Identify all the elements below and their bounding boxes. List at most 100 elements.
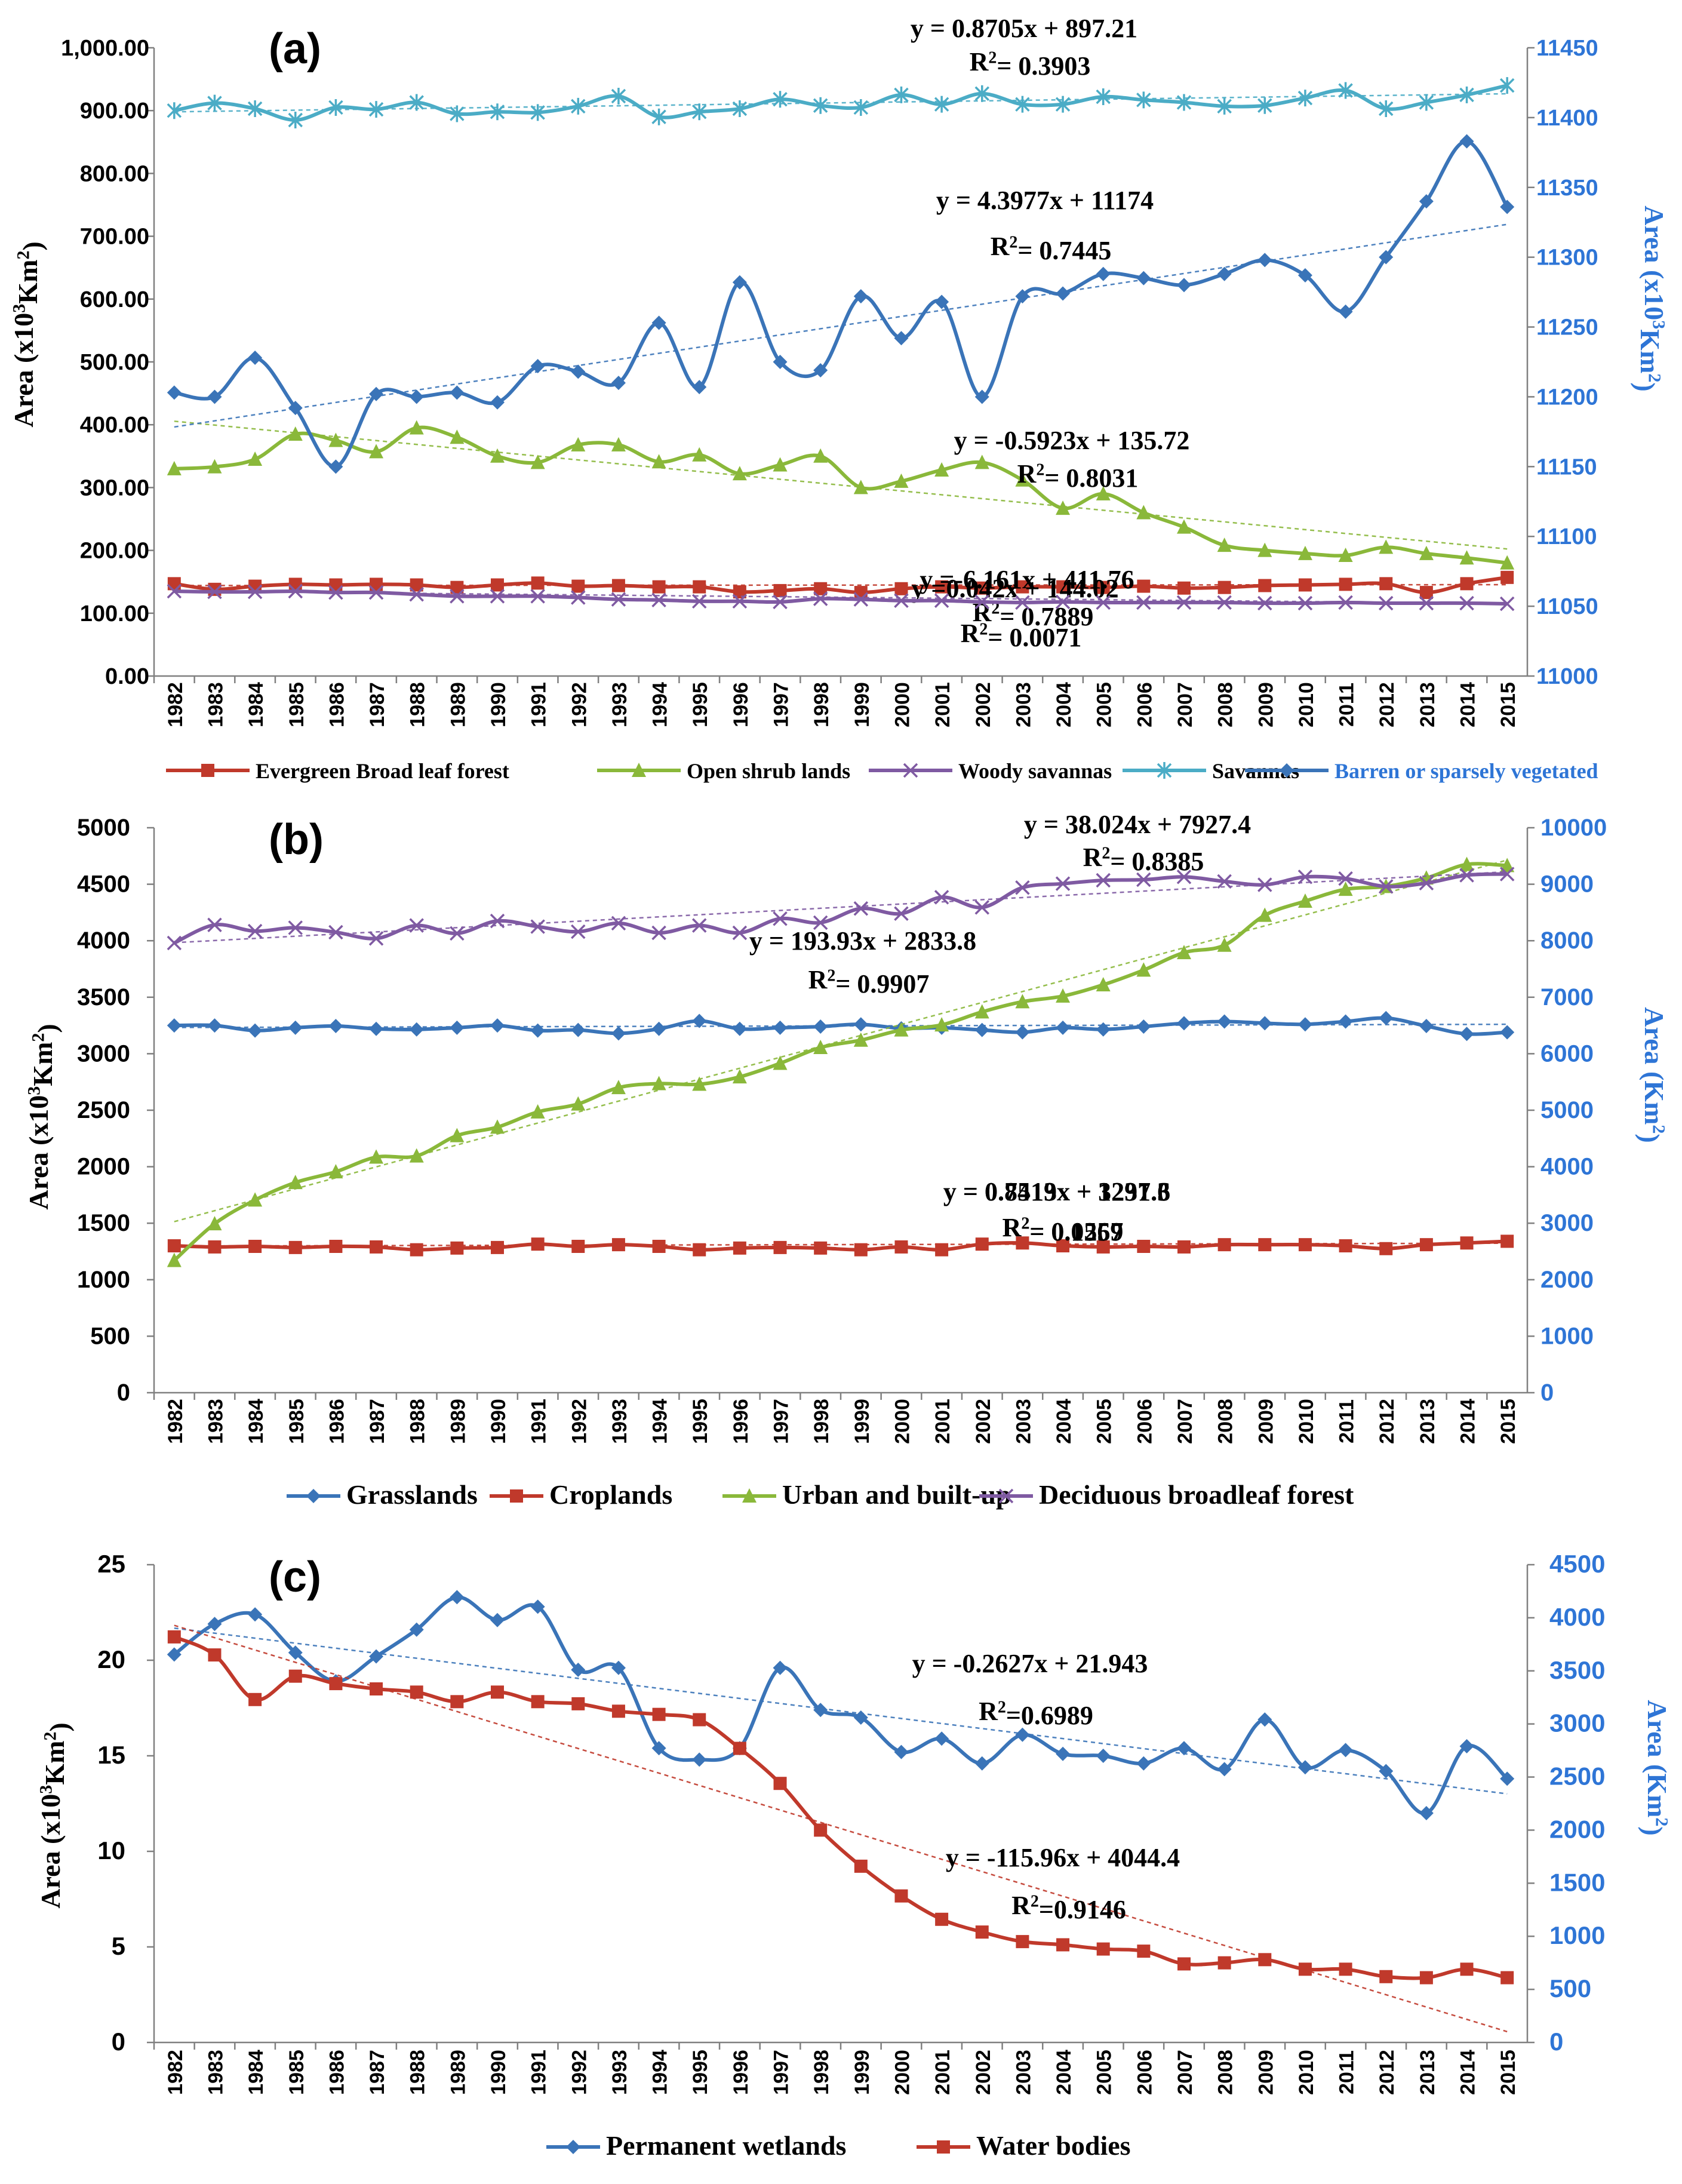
x-tick-label: 1987 [366, 682, 389, 727]
data-point [207, 1617, 222, 1632]
x-tick-label: 1998 [810, 682, 833, 727]
left-tick-label: 300.00 [80, 475, 149, 500]
x-tick-label: 1989 [447, 682, 469, 727]
data-point [1459, 868, 1474, 883]
data-point [328, 924, 343, 940]
data-point [1338, 82, 1353, 99]
data-point [1015, 96, 1030, 113]
data-point [611, 437, 626, 451]
text-run: = 0.1259 [1029, 1217, 1123, 1246]
data-point [370, 1682, 383, 1695]
x-tick-label: 1985 [285, 1399, 308, 1444]
right-tick-label: 11150 [1536, 454, 1597, 480]
data-point [935, 580, 949, 594]
data-point [167, 583, 182, 599]
data-point [571, 1663, 586, 1677]
text-run: R [1011, 1891, 1031, 1920]
data-point [167, 935, 182, 951]
data-point [329, 1239, 343, 1253]
series-urban-and-built-up: y = 193.93x + 2833.8R2= 0.9907 [167, 856, 1515, 1267]
right-tick-label: 8000 [1540, 927, 1594, 954]
data-point [1096, 1749, 1111, 1763]
text-run: 2 [14, 251, 33, 260]
legend-marker [1157, 762, 1172, 779]
data-point [1217, 580, 1231, 594]
data-point [1499, 596, 1515, 612]
data-point [1500, 570, 1514, 584]
data-point [611, 1026, 626, 1041]
x-tick-label: 2005 [1093, 2050, 1116, 2095]
series-line [174, 84, 1508, 122]
data-point [369, 1149, 384, 1164]
left-tick-label: 2500 [77, 1097, 130, 1123]
trend-equation: y = 0.8705x + 897.21 [911, 14, 1137, 43]
right-tick-label: 11050 [1536, 594, 1598, 619]
x-tick-label: 1984 [245, 682, 267, 727]
data-point [894, 473, 909, 488]
data-point [652, 580, 666, 594]
right-tick-label: 5000 [1540, 1097, 1594, 1123]
data-point [1379, 577, 1393, 591]
text-run: Km [1635, 329, 1665, 373]
data-point [854, 1859, 868, 1873]
data-point [854, 1243, 868, 1257]
data-point [1217, 595, 1232, 610]
data-point [611, 1660, 626, 1675]
data-point [1258, 1238, 1272, 1252]
data-point [1056, 1020, 1071, 1035]
x-tick-label: 2014 [1457, 1399, 1480, 1444]
data-point [1096, 1022, 1111, 1037]
left-tick-label: 25 [97, 1550, 125, 1578]
x-tick-label: 1983 [204, 1399, 227, 1444]
x-tick-label: 2006 [1133, 1399, 1156, 1444]
data-point [974, 1022, 989, 1037]
series-water-bodies: y = -115.96x + 4044.4R2=0.9146 [167, 1624, 1514, 2033]
text-run: Area (Km [1639, 1007, 1669, 1125]
panel-label: (a) [269, 25, 321, 73]
text-run: = 0.8385 [1110, 847, 1204, 876]
x-tick-label: 1999 [851, 682, 874, 727]
data-point [167, 1647, 182, 1662]
data-point [611, 1704, 625, 1718]
data-point [773, 355, 788, 369]
data-point [1257, 595, 1272, 611]
data-point [934, 1017, 949, 1032]
data-point [571, 590, 586, 605]
x-tick-label: 1988 [407, 682, 429, 727]
data-point [1136, 91, 1151, 109]
data-point [692, 1013, 707, 1028]
data-point [732, 1069, 747, 1084]
right-tick-label: 3500 [1549, 1656, 1605, 1684]
data-point [531, 1695, 545, 1709]
data-point [1137, 1945, 1151, 1958]
data-point [813, 363, 828, 378]
data-point [288, 578, 302, 591]
data-point [733, 1741, 746, 1755]
data-point [247, 584, 263, 600]
legend-marker [510, 1489, 523, 1503]
text-run: R [1003, 1213, 1022, 1242]
data-point [894, 86, 909, 103]
legend-label: Woody savannas [958, 759, 1112, 783]
trend-equation: y = 38.024x + 7927.4 [1024, 810, 1251, 839]
legend-label: Water bodies [976, 2130, 1131, 2161]
x-tick-label: 2014 [1457, 2050, 1480, 2095]
left-tick-label: 15 [97, 1741, 125, 1769]
data-point [611, 1080, 626, 1095]
x-tick-label: 1988 [407, 2050, 429, 2095]
data-point [1419, 586, 1433, 600]
x-tick-label: 2011 [1336, 1399, 1358, 1443]
x-tick-label: 2015 [1497, 682, 1520, 727]
x-tick-label: 2004 [1053, 1399, 1075, 1444]
data-point [571, 1022, 586, 1037]
data-point [1015, 1727, 1030, 1742]
legend-marker [742, 1488, 757, 1503]
data-point [1338, 871, 1353, 886]
data-point [1297, 268, 1312, 283]
left-tick-label: 700.00 [80, 225, 149, 250]
trend-equation: y = 0.8513x + 3231.3 [943, 1177, 1170, 1206]
data-point [692, 447, 707, 462]
data-point [853, 289, 868, 304]
right-axis-title: Area (Km2) [1638, 1700, 1672, 1835]
